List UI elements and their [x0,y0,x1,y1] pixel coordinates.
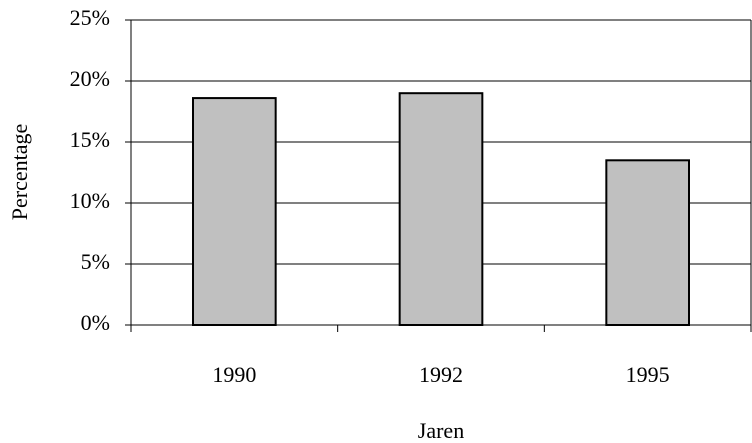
y-tick-label: 15% [70,127,110,152]
y-tick-label: 25% [70,5,110,30]
y-tick-label: 10% [70,188,110,213]
bar [398,92,484,326]
x-tick-label: 1990 [212,362,256,387]
y-axis-label: Percentage [7,124,32,221]
bar [192,97,277,326]
x-axis-label: Jaren [418,418,464,443]
x-tick-label: 1992 [419,362,463,387]
x-tick-label: 1995 [626,362,670,387]
bar [605,159,690,326]
y-tick-label: 5% [81,249,110,274]
y-tick-label: 0% [81,310,110,335]
y-tick-label: 20% [70,66,110,91]
